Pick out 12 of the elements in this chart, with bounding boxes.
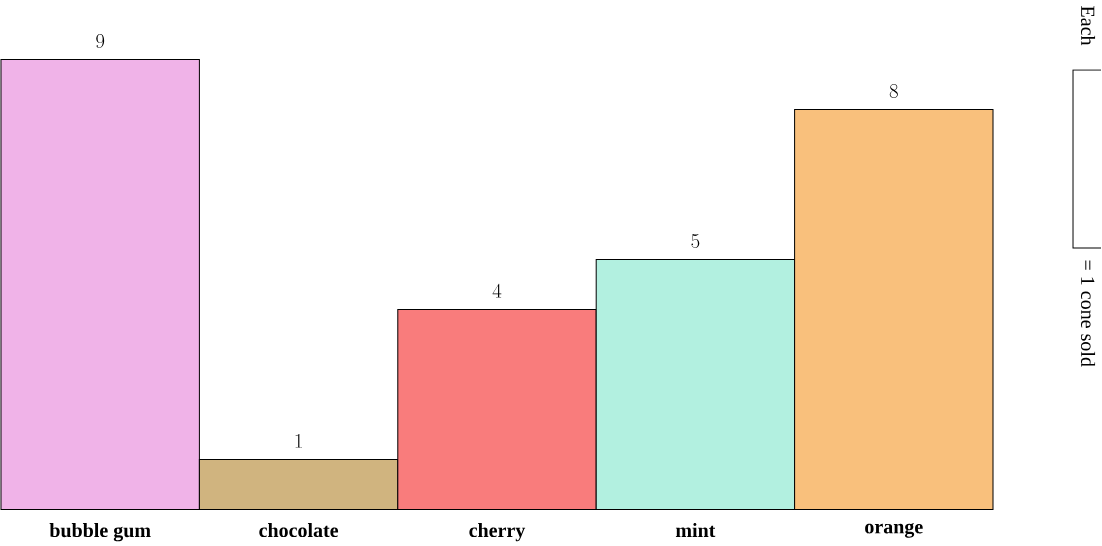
x-tick-label: chocolate <box>259 523 339 538</box>
x-tick-label: mint <box>675 523 716 538</box>
text: = 1 cone sold <box>1080 260 1096 367</box>
data-label: 1 <box>295 433 302 448</box>
text: Each <box>1080 6 1096 46</box>
data-label: 5 <box>691 233 700 248</box>
data-label: 8 <box>889 83 898 98</box>
data-label: 9 <box>96 33 105 48</box>
x-tick-label: bubble gum <box>49 523 151 542</box>
data-label: 4 <box>492 283 502 298</box>
x-tick-label: orange <box>865 523 923 538</box>
x-tick-label: cherry <box>469 523 526 542</box>
